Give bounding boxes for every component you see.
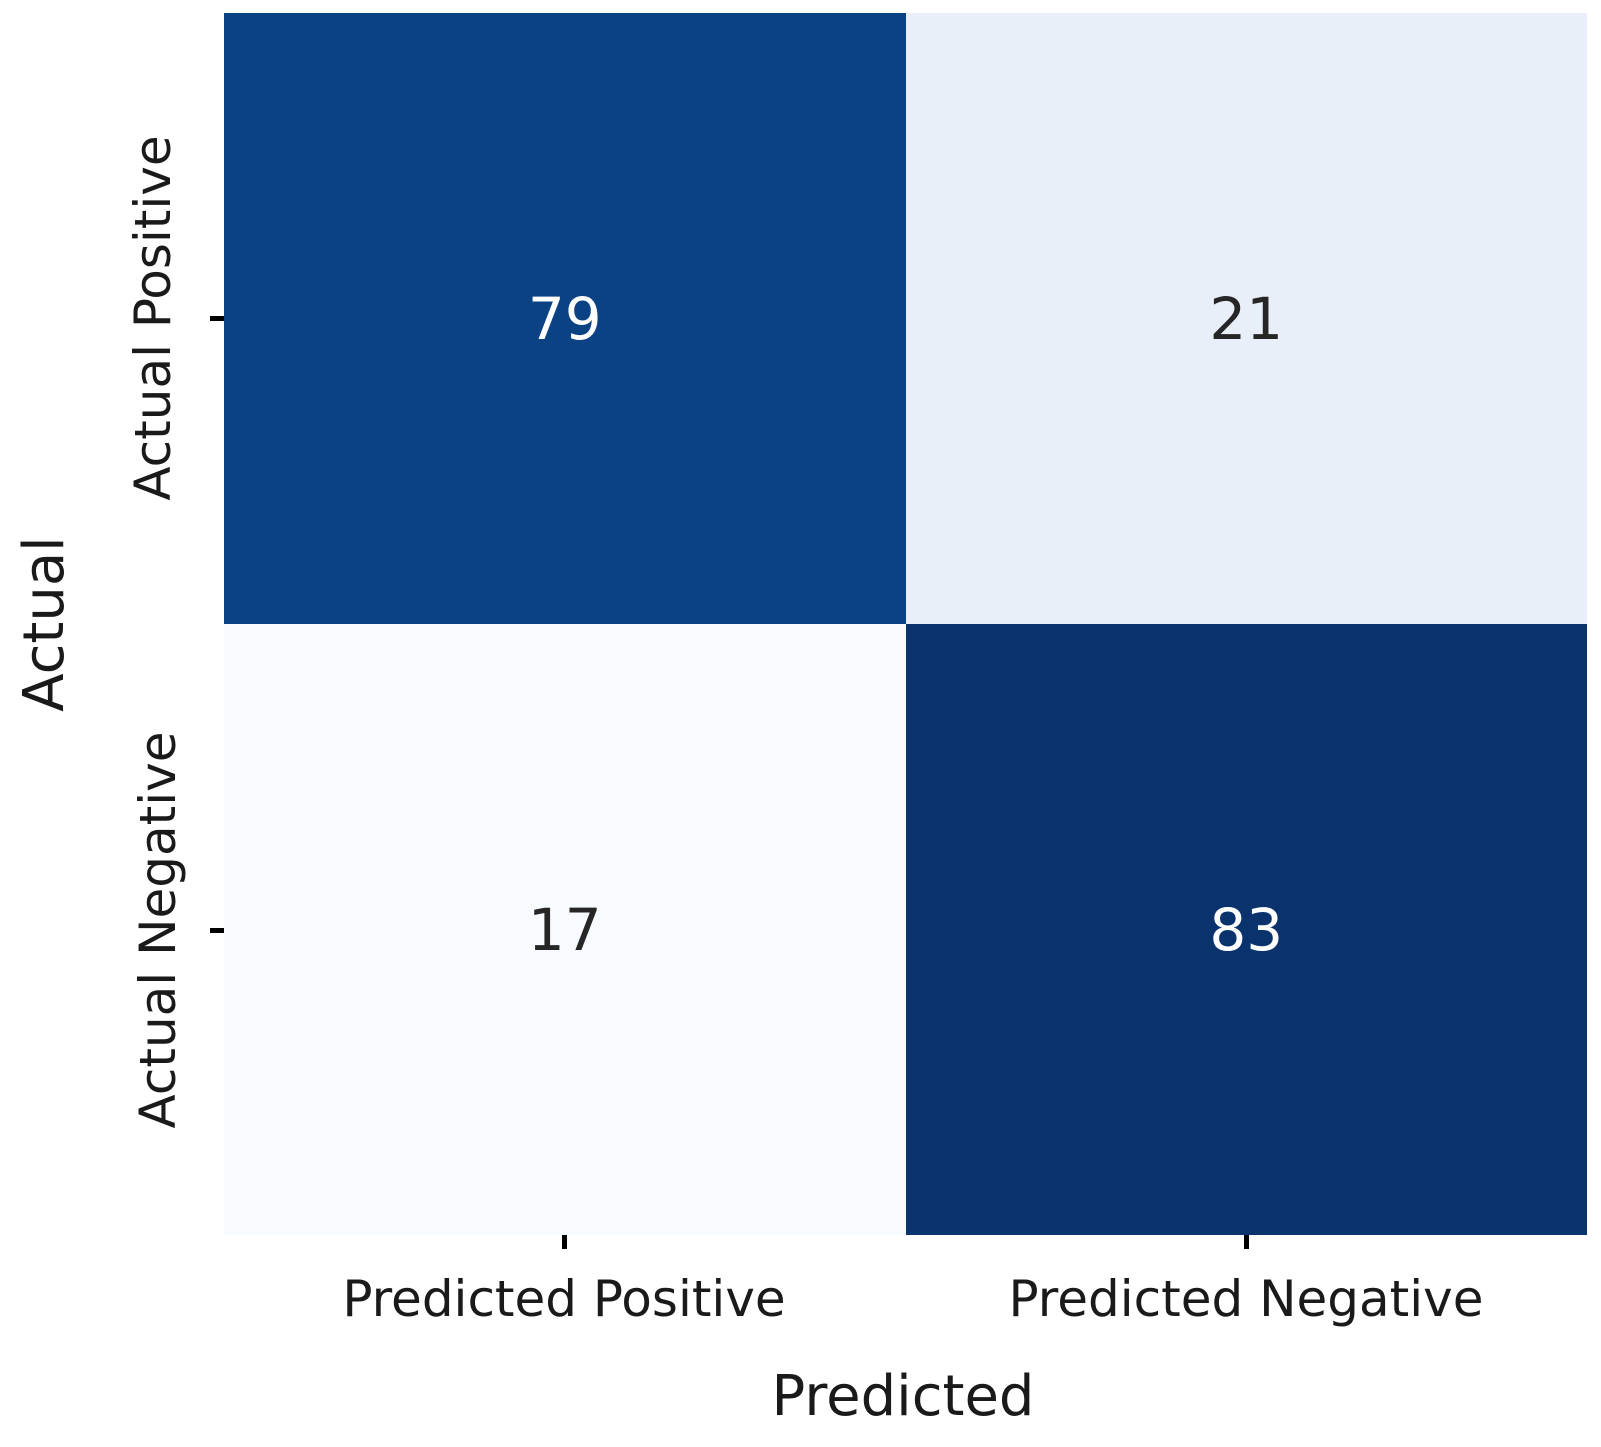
y-tick-label-actual-negative: Actual Negative	[129, 731, 187, 1129]
x-tick-label-predicted-positive: Predicted Positive	[342, 1270, 786, 1328]
y-axis-tick-actual-positive	[210, 316, 224, 321]
x-axis-tick-predicted-negative	[1244, 1235, 1249, 1249]
cell-actual-negative-predicted-negative: 83	[905, 624, 1587, 1235]
cell-actual-negative-predicted-positive: 17	[224, 624, 906, 1235]
y-axis-title: Actual	[12, 536, 77, 712]
cell-actual-positive-predicted-negative: 21	[905, 13, 1587, 624]
y-axis-tick-actual-negative	[210, 928, 224, 933]
x-axis-title: Predicted	[771, 1364, 1035, 1429]
x-axis-tick-predicted-positive	[562, 1235, 567, 1249]
x-tick-label-predicted-negative: Predicted Negative	[1008, 1270, 1484, 1328]
heatmap-grid: 79 21 17 83	[224, 13, 1587, 1235]
cell-actual-positive-predicted-positive: 79	[224, 13, 906, 624]
y-tick-label-actual-positive: Actual Positive	[124, 135, 182, 501]
